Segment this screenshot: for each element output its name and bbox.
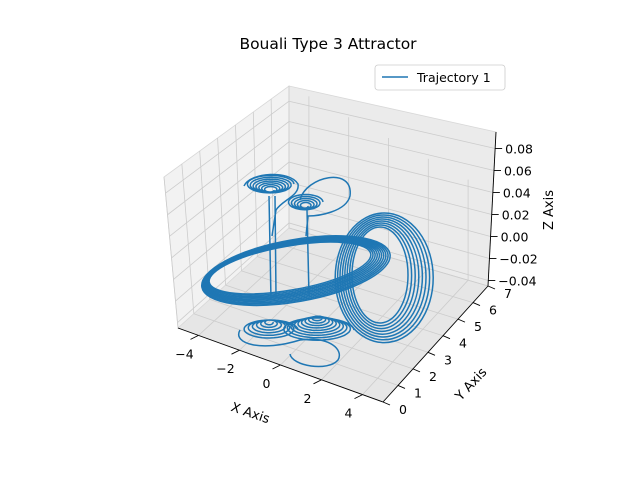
trajectory-right-lobe (351, 226, 409, 324)
z-grid-line (288, 202, 490, 259)
y-tick-mark (397, 385, 406, 389)
legend-box (374, 64, 506, 91)
x-tick-mark (354, 394, 363, 400)
x-tick-mark (272, 364, 281, 370)
x-grid-line (198, 233, 310, 336)
x-tick-label: 0 (263, 376, 271, 391)
y-grid-line-side (217, 137, 226, 286)
x-tick-label: −2 (216, 361, 234, 376)
y-grid-line-side (252, 111, 258, 257)
trajectory-upper-funnel-right (287, 193, 324, 211)
z-tick-label: 0.02 (502, 208, 530, 223)
z-grid-line (288, 121, 495, 171)
y-tick-label: 5 (474, 319, 482, 334)
y-tick-label: 1 (414, 385, 422, 400)
x-grid-line (362, 279, 469, 395)
y-tick-mark (412, 368, 421, 373)
y-tick-mark (427, 351, 436, 356)
z-grid-line (288, 141, 493, 193)
y-tick-label: 7 (504, 286, 512, 301)
trajectory-upper-lobe-left (243, 173, 299, 237)
trajectory-series (200, 173, 434, 368)
y-grid-line-side (270, 98, 274, 243)
trajectory-right-lobe (348, 224, 413, 327)
z-grid-line-side (167, 121, 290, 216)
trajectory-right-lobe (336, 214, 431, 341)
y-grid-line (257, 256, 459, 320)
z-tick-label: 0.04 (503, 186, 531, 201)
y-grid-line (209, 299, 414, 370)
z-tick-label: 0.06 (504, 164, 532, 179)
y-grid-line-side (181, 163, 195, 314)
x-tick-mark (313, 379, 322, 385)
trajectory-right-lobe (341, 218, 424, 335)
z-tick-label: −0.02 (499, 252, 537, 267)
axis-lines (177, 131, 497, 403)
y-tick-mark (382, 401, 391, 406)
trajectory-upper-lobe-right (299, 176, 351, 237)
z-axis-label: Z Axis (542, 190, 557, 230)
trajectory-right-lobe (334, 212, 434, 344)
y-tick-label: 3 (444, 352, 452, 367)
trajectory-right-lobe (339, 216, 427, 338)
y-tick-mark (457, 318, 466, 323)
x-tick-mark (231, 349, 240, 355)
y-tick-mark (472, 302, 481, 306)
y-grid-line-side (163, 176, 179, 329)
y-tick-label: 0 (399, 402, 407, 417)
y-tick-label: 4 (459, 336, 467, 351)
y-grid-line-side (235, 124, 242, 271)
z-grid-line (288, 181, 491, 237)
z-grid-line-side (169, 141, 290, 237)
z-tick-label: 0.08 (505, 142, 533, 157)
y-grid-line (193, 313, 399, 386)
y-tick-label: 6 (489, 303, 497, 318)
z-tick-label: 0.00 (501, 230, 529, 245)
x-tick-label: 4 (345, 406, 353, 421)
trajectory-lower-lobe (237, 329, 341, 368)
y-tick-mark (487, 285, 496, 290)
trajectory-right-lobe (344, 220, 420, 333)
x-axis-line (177, 327, 384, 403)
z-grid-line-side (165, 100, 290, 194)
legend: Trajectory 1 (374, 64, 506, 91)
y-tick-label: 2 (429, 369, 437, 384)
trajectory-right-lobe (346, 222, 416, 330)
z-grid-line (288, 161, 492, 215)
trajectory-main-band (200, 235, 391, 307)
z-tick-label: −0.04 (498, 274, 536, 289)
z-grid-line (288, 100, 496, 149)
y-tick-mark (442, 335, 451, 340)
trajectory-upper-funnel-left (246, 174, 295, 194)
x-tick-mark (190, 334, 199, 340)
z-axis-line (487, 131, 497, 287)
y-axis-line (382, 285, 489, 403)
x-tick-label: −4 (175, 346, 193, 361)
chart-title: Bouali Type 3 Attractor (239, 35, 417, 53)
x-tick-label: 2 (304, 391, 312, 406)
legend-label-trajectory-1: Trajectory 1 (416, 70, 491, 85)
trajectory-lower-funnel-right (283, 315, 355, 341)
trajectory-lower-funnel-left (243, 319, 299, 339)
